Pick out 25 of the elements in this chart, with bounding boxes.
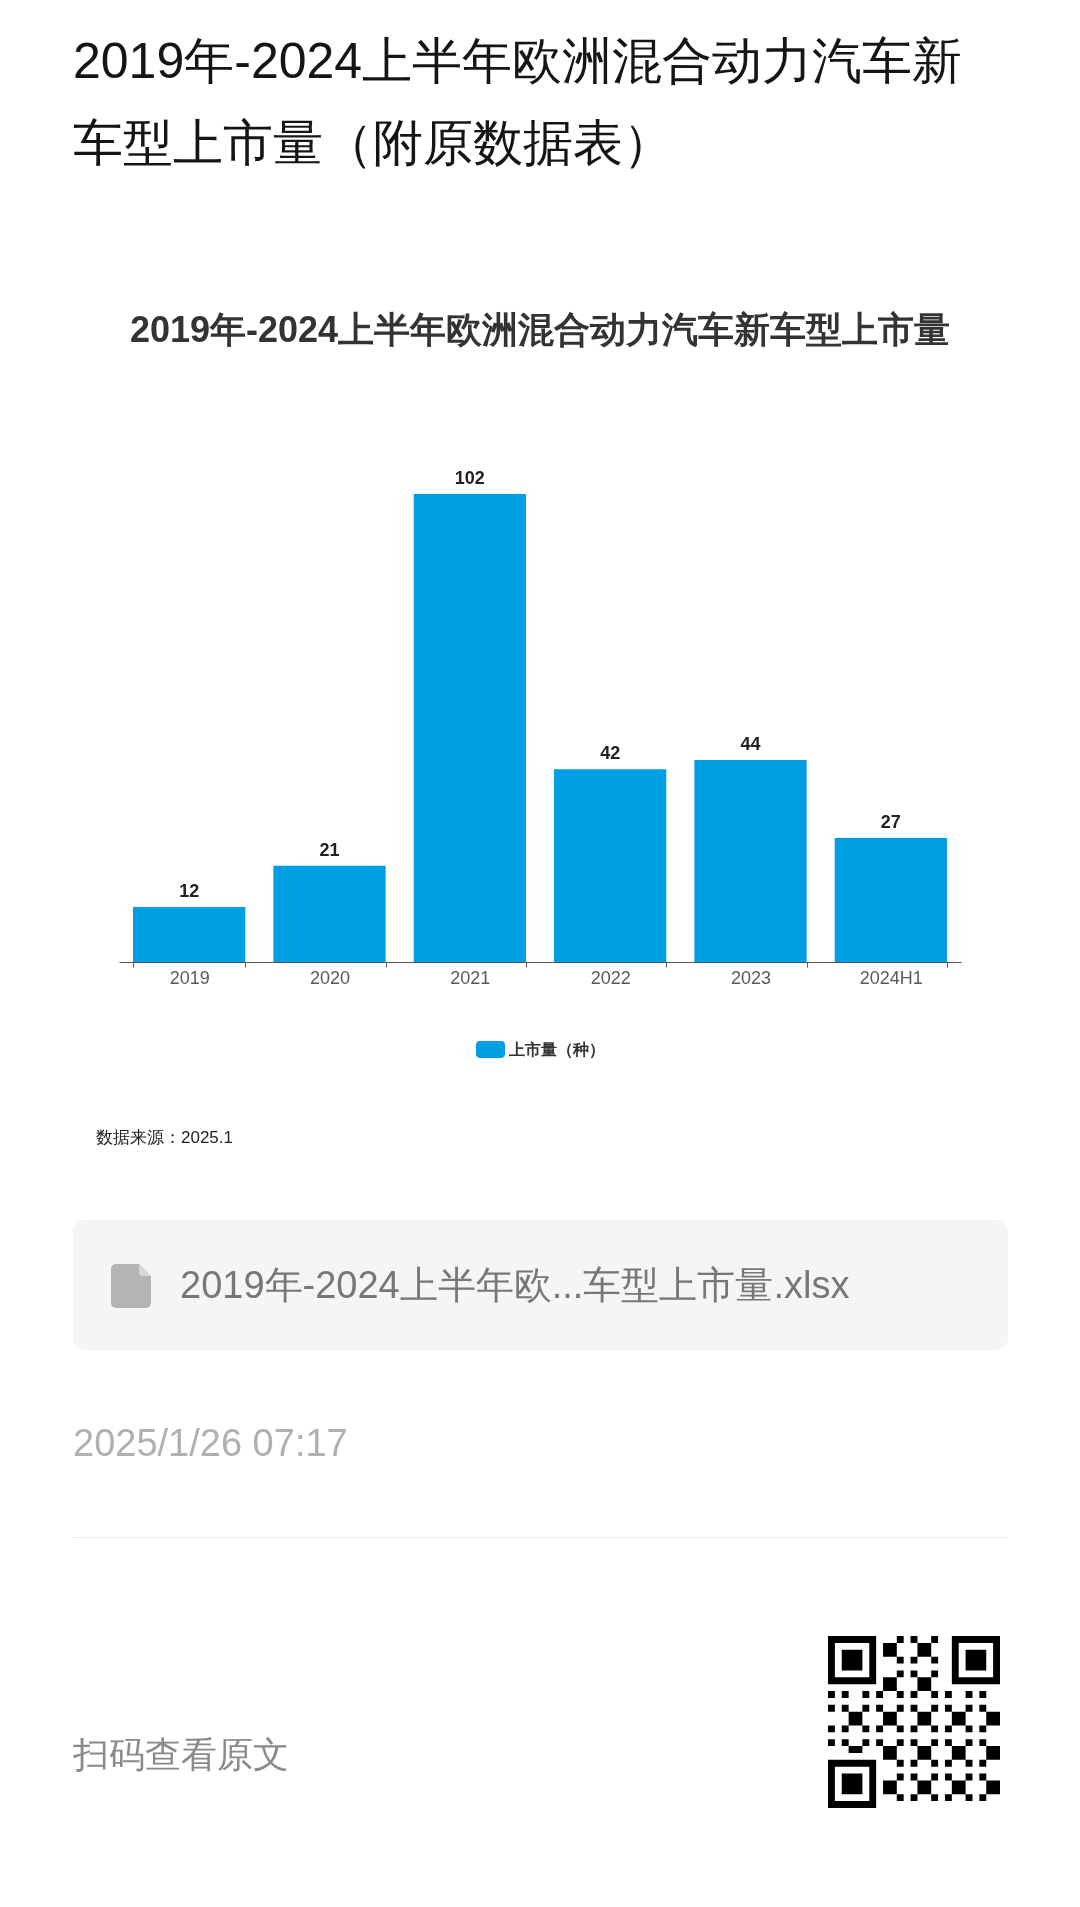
bar [694,760,807,962]
x-tick-label: 2023 [730,967,772,988]
x-tick-label: 2024H1 [859,967,923,988]
x-tick-label: 2022 [590,967,631,988]
bar [273,865,386,962]
data-label: 44 [740,734,761,755]
text: 2025/1/26 07:17 [73,1421,348,1465]
x-tick-label: 2019 [169,967,210,988]
legend-label: 上市量（种） [508,1040,605,1059]
source-note: 数据来源：2025.1 [96,1127,233,1149]
data-label: 12 [179,880,200,901]
chart-subtitle: 2019年-2024上半年欧洲混合动力汽车新车型上市量 [129,309,951,350]
data-label: 42 [600,743,621,764]
chart-title: 2019年-2024上半年欧洲混合动力汽车新车型上市量（附原数据表） [73,32,964,173]
file-card: 2019年-2024上半年欧...车型上市量.xlsx [73,1220,1008,1350]
bar [413,494,526,962]
data-label: 21 [319,839,340,860]
bar [554,769,667,962]
bar [133,906,246,962]
x-tick-label: 2021 [450,967,491,988]
x-tick-label: 2020 [309,967,351,988]
data-label: 27 [880,812,901,833]
bar [834,838,947,962]
text: 扫码查看原文 [73,1734,289,1776]
data-label: 102 [454,468,485,488]
